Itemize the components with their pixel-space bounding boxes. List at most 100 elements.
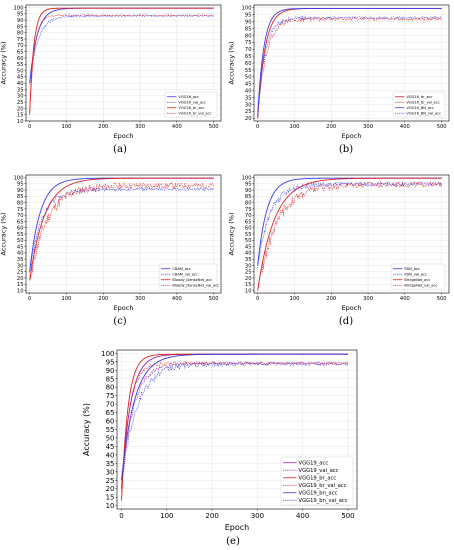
y-tick-label: 100 (101, 350, 114, 358)
series-line-bridgenet-acc (257, 177, 442, 291)
x-tick-label: 500 (209, 124, 219, 130)
legend-label: VGG16_val_acc (178, 101, 206, 105)
y-axis-label: Accuracy (%) (228, 213, 236, 256)
y-tick-label: 10 (106, 502, 115, 510)
y-tick-label: 65 (17, 50, 24, 56)
x-tick-label: 0 (256, 296, 259, 302)
y-tick-label: 55 (17, 62, 24, 68)
x-tick-label: 200 (98, 296, 108, 302)
y-tick-label: 90 (245, 19, 252, 25)
y-tick-label: 90 (17, 188, 24, 194)
legend-label: VGG16_br_acc (178, 106, 204, 110)
y-tick-label: 95 (17, 182, 24, 188)
series-line-vgg19-val-acc (121, 361, 349, 492)
x-tick-label: 300 (251, 512, 264, 520)
y-tick-label: 75 (106, 392, 115, 400)
y-tick-label: 100 (242, 175, 252, 181)
y-tick-label: 15 (17, 282, 24, 288)
y-tick-label: 70 (106, 401, 115, 409)
y-tick-label: 35 (17, 87, 24, 93)
y-tick-label: 65 (245, 54, 252, 60)
y-tick-label: 50 (245, 238, 252, 244)
y-tick-label: 60 (106, 418, 115, 426)
y-tick-label: 60 (17, 56, 24, 62)
y-tick-label: 60 (17, 226, 24, 232)
y-tick-label: 30 (245, 263, 252, 269)
y-tick-label: 15 (17, 113, 24, 119)
chart-svg: 0 100 200 300 400 500 101520253035404550556065… (228, 174, 450, 312)
series-line-bridgenet-val-acc (257, 180, 442, 288)
caption-d: (d) (338, 316, 354, 327)
y-tick-label: 40 (106, 451, 115, 459)
x-tick-label: 200 (326, 124, 336, 130)
chart-panel-a: 0 100 200 300 400 500 10 15 20 25 30 35 40 45 50 55 60 65… (0, 0, 225, 140)
y-tick-label: 70 (245, 47, 252, 53)
series-line-cbam-val-acc (29, 186, 214, 273)
y-tick-label: 85 (17, 194, 24, 200)
y-tick-label: 85 (245, 194, 252, 200)
legend-label: RSN_val_acc (404, 273, 427, 277)
legend-box (280, 456, 354, 506)
legend-label: RSN_acc (404, 267, 419, 271)
legend-label: VGG19_br_acc (299, 476, 337, 482)
legend-label: VGG19_br_val_acc (299, 483, 347, 489)
y-tick-label: 80 (106, 384, 115, 392)
chart-svg: 0 100 200 300 400 500 101520253035404550556065… (82, 349, 358, 532)
x-tick-label: 200 (326, 296, 336, 302)
y-tick-label: 40 (245, 251, 252, 257)
x-tick-label: 400 (172, 124, 182, 130)
x-tick-label: 500 (437, 296, 447, 302)
caption-a: (a) (113, 144, 127, 155)
legend-label: VGG19_bn_val_acc (299, 498, 348, 504)
chart-svg: 0 100 200 300 400 500 101520253035404550556065… (0, 174, 222, 312)
y-tick-label: 55 (245, 232, 252, 238)
chart-panel-c: 0 100 200 300 400 500 10 15 20 25 30 35 40 45 50 55 60 65… (0, 170, 225, 312)
y-axis-label: Accuracy (%) (82, 403, 91, 456)
y-tick-label: 95 (106, 358, 115, 366)
x-tick-label: 500 (209, 296, 219, 302)
y-tick-label: 80 (245, 33, 252, 39)
legend-label: Bloody_DenseNet_val_acc (172, 284, 219, 288)
y-tick-label: 45 (245, 244, 252, 250)
series-line-vgg16-br-acc (29, 7, 214, 114)
y-tick-label: 80 (245, 200, 252, 206)
x-tick-label: 300 (363, 124, 373, 130)
series-line-rsn-acc (257, 177, 442, 266)
y-tick-label: 65 (17, 219, 24, 225)
y-tick-label: 10 (245, 288, 252, 294)
series-line-vgg16-val-acc (29, 14, 214, 83)
y-tick-label: 45 (17, 75, 24, 81)
y-tick-label: 20 (106, 485, 115, 493)
y-tick-label: 15 (245, 282, 252, 288)
series-line-vgg16-br-val-acc (29, 14, 214, 115)
y-tick-label: 55 (17, 232, 24, 238)
y-tick-label: 25 (17, 270, 24, 276)
caption-c: (c) (113, 316, 127, 327)
chart-svg: 0 100 200 300 400 500 202530354045505560657075… (228, 4, 450, 140)
legend-label: VGG16_acc (178, 95, 199, 99)
x-tick-label: 100 (290, 124, 300, 130)
x-tick-label: 100 (290, 296, 300, 302)
x-tick-label: 200 (205, 512, 218, 520)
y-tick-label: 90 (245, 188, 252, 194)
legend-label: VGG19_val_acc (299, 468, 339, 474)
x-tick-label: 500 (437, 124, 447, 130)
y-axis-label: Accuracy (%) (0, 213, 8, 256)
y-tick-label: 90 (106, 367, 115, 375)
y-tick-label: 75 (245, 40, 252, 46)
x-tick-label: 200 (98, 124, 108, 130)
y-tick-label: 40 (17, 81, 24, 87)
series-line-vgg16-acc (29, 7, 214, 84)
y-tick-label: 25 (245, 109, 252, 115)
series-line-vgg19-bn-acc (121, 353, 348, 481)
x-tick-label: 100 (160, 512, 173, 520)
x-axis-label: Epoch (342, 304, 362, 312)
chart-svg: 0 100 200 300 400 500 101520253035404550556065… (0, 4, 222, 140)
x-tick-label: 0 (119, 512, 123, 520)
legend-label: Bloody_DenseNet_acc (172, 278, 212, 282)
series-line-bloody-densenet-val-acc (29, 182, 214, 279)
y-tick-label: 25 (245, 270, 252, 276)
legend-box (392, 91, 446, 118)
y-tick-label: 90 (17, 18, 24, 24)
